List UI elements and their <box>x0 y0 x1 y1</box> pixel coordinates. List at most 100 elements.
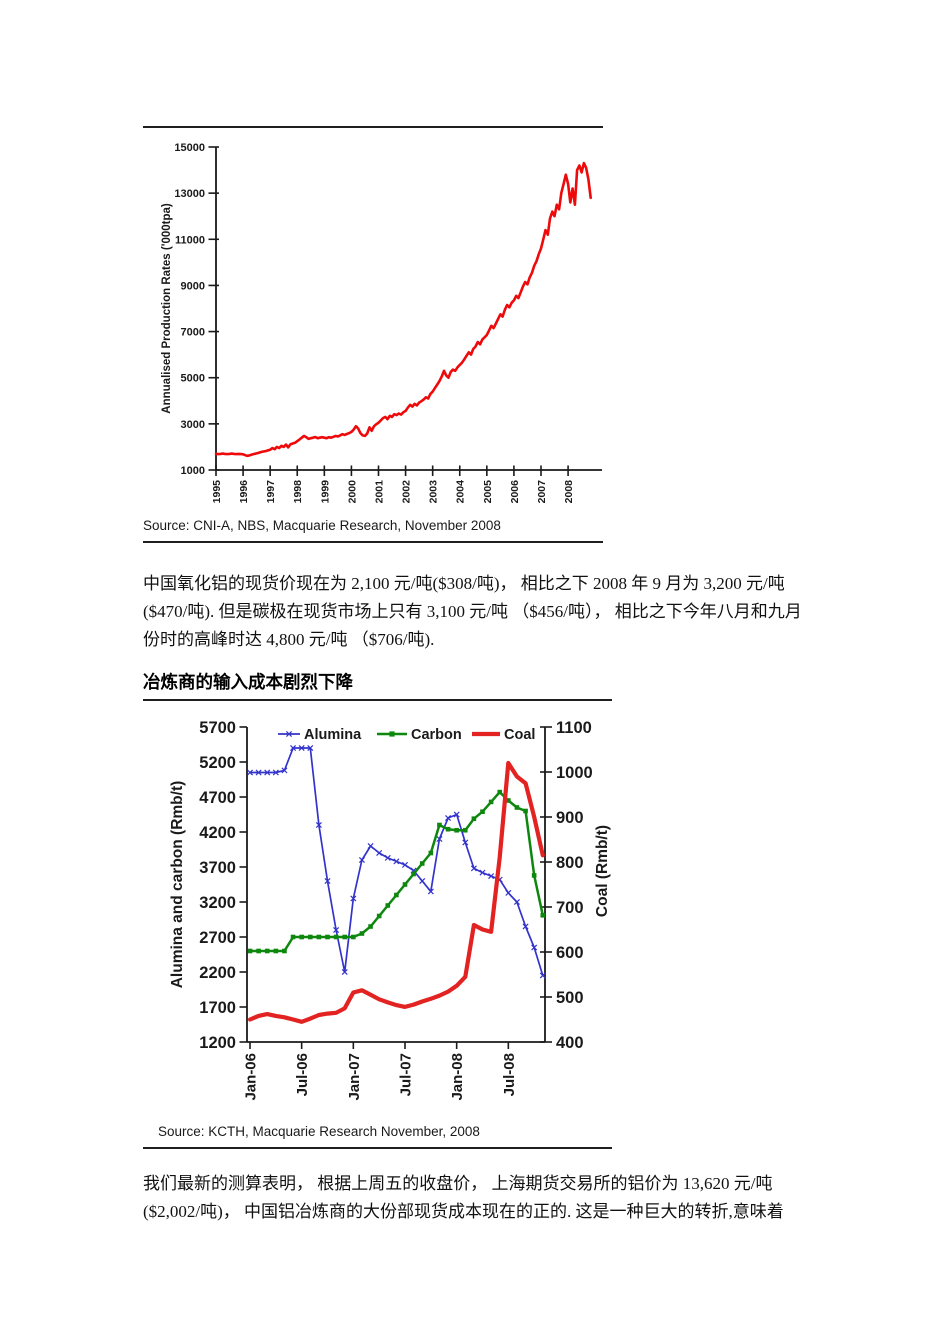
carbon-square-marker <box>402 882 408 887</box>
left-tick-label: 3200 <box>199 894 236 912</box>
carbon-square-marker <box>419 861 425 866</box>
legend-x-marker <box>285 730 293 738</box>
alumina-x-marker <box>419 877 426 885</box>
alumina-x-marker <box>324 877 331 885</box>
left-tick-label: 1700 <box>199 999 236 1017</box>
x-tick-label: Jan-07 <box>346 1053 363 1101</box>
x-tick-label: 2001 <box>373 480 385 504</box>
right-tick-label: 600 <box>556 944 584 962</box>
left-tick-label: 5200 <box>199 754 236 772</box>
alumina-x-marker <box>264 769 271 776</box>
alumina-x-marker <box>290 744 297 752</box>
left-tick-label: 1200 <box>199 1034 236 1052</box>
alumina-x-marker <box>445 814 452 822</box>
input-costs-chart: 1200 1700 2200 2700 3200 3700 4200 4700 5200 5700… <box>169 719 611 1101</box>
x-tick-label: Jul-06 <box>294 1053 311 1096</box>
y-tick-label: 9000 <box>181 280 205 292</box>
axes <box>215 147 602 471</box>
x-tick-label: 2006 <box>509 480 521 504</box>
carbon-square-marker <box>282 948 287 954</box>
paragraph-1-line-1: 中国氧化铝的现货价现在为 2,100 元/吨($308/吨)， 相比之下 200… <box>143 574 785 593</box>
alumina-x-marker <box>513 898 520 906</box>
production-line <box>214 161 592 458</box>
x-tick-label: 2007 <box>536 480 548 504</box>
paragraph-1: 中国氧化铝的现货价现在为 2,100 元/吨($308/吨)， 相比之下 200… <box>143 570 802 654</box>
carbon-square-marker <box>454 827 459 833</box>
y-axis-title: Annualised Production Rates ('000tpa) <box>161 203 173 414</box>
alumina-x-marker <box>453 811 460 818</box>
paragraph-1-line-2: ($470/吨). 但是碳极在现货市场上只有 3,100 元/吨 （$456/吨… <box>143 602 802 621</box>
carbon-square-marker <box>325 934 330 940</box>
paragraph-2-line-2: ($2,002/吨)， 中国铝冶炼商的大份部现货成本现在的正的. 这是一种巨大的… <box>143 1202 784 1221</box>
carbon-square-marker <box>290 934 296 940</box>
chart2-bottom-rule <box>143 1147 612 1149</box>
alumina-x-marker <box>272 769 279 776</box>
left-tick-label: 2200 <box>199 964 236 982</box>
x-tick-label: 2008 <box>563 480 575 504</box>
chart2-top-rule <box>143 699 612 701</box>
paragraph-1-line-3: 份时的高峰时达 4,800 元/吨 （$706/吨). <box>143 630 435 649</box>
carbon-square-marker <box>394 892 399 898</box>
alumina-x-marker <box>436 835 443 843</box>
alumina-x-marker <box>281 767 288 774</box>
carbon-square-marker <box>342 934 348 940</box>
alumina-x-marker <box>246 769 254 776</box>
production-chart: 1000 3000 5000 7000 9000 11000 13000 15000 1995 1… <box>161 142 602 504</box>
alumina-x-marker <box>479 869 486 876</box>
carbon-square-marker <box>471 816 477 821</box>
y-tick-label: 3000 <box>181 419 205 431</box>
left-tick-label: 4200 <box>199 824 236 842</box>
legend-label-coal: Coal <box>504 727 535 743</box>
carbon-square-marker <box>428 850 434 856</box>
x-tick-label: 2000 <box>346 480 358 504</box>
alumina-x-marker <box>350 895 357 902</box>
y-tick-label: 13000 <box>174 188 205 200</box>
alumina-x-marker <box>401 861 409 868</box>
carbon-square-marker <box>351 934 356 940</box>
chart2-source: Source: KCTH, Macquarie Research Novembe… <box>158 1124 480 1139</box>
y-tick-label: 15000 <box>174 142 205 154</box>
x-tick-label: Jan-06 <box>243 1053 260 1101</box>
alumina-x-marker <box>367 842 374 850</box>
left-axis-title: Alumina and carbon (Rmb/t) <box>169 781 186 989</box>
alumina-x-marker <box>488 873 495 880</box>
alumina-x-marker <box>539 972 546 979</box>
alumina-x-marker <box>341 968 348 976</box>
alumina-x-marker <box>470 865 477 872</box>
x-tick-label: 1997 <box>265 480 277 504</box>
x-tick-label: Jan-08 <box>449 1053 466 1101</box>
carbon-square-marker <box>506 798 511 803</box>
carbon-square-marker <box>531 873 537 878</box>
x-tick-label: 2005 <box>482 480 494 504</box>
alumina-x-marker <box>298 744 305 752</box>
carbon-square-marker <box>540 913 546 918</box>
left-tick-label: 2700 <box>199 929 236 947</box>
x-tick-label: 1996 <box>238 480 250 504</box>
x-tick-label: 2002 <box>401 480 413 504</box>
carbon-square-marker <box>299 934 304 940</box>
legend-square-marker <box>389 731 395 737</box>
right-tick-label: 900 <box>556 809 584 827</box>
right-tick-label: 1100 <box>556 719 592 737</box>
left-tick-label: 4700 <box>199 789 236 807</box>
paragraph-2: 我们最新的测算表明， 根据上周五的收盘价， 上海期货交易所的铝价为 13,620… <box>143 1170 784 1226</box>
x-tick-label: Jul-07 <box>398 1053 415 1096</box>
chart1-bottom-rule <box>143 541 603 543</box>
left-tick-label: 3700 <box>199 859 236 877</box>
right-tick-label: 400 <box>556 1034 584 1052</box>
carbon-square-marker <box>488 799 494 805</box>
carbon-square-marker <box>264 948 270 954</box>
carbon-square-marker <box>256 948 261 954</box>
chart1-source: Source: CNI-A, NBS, Macquarie Research, … <box>143 518 501 533</box>
x-tick-label: 1998 <box>292 480 304 504</box>
carbon-square-marker <box>376 913 382 919</box>
top-rule <box>143 126 603 128</box>
alumina-x-marker <box>333 926 340 934</box>
carbon-square-marker <box>514 805 520 810</box>
carbon-square-marker <box>385 903 391 908</box>
carbon-square-marker <box>411 871 416 877</box>
y-tick-label: 7000 <box>181 327 205 339</box>
alumina-x-marker <box>505 889 512 896</box>
x-tick-label: 1995 <box>211 480 223 504</box>
